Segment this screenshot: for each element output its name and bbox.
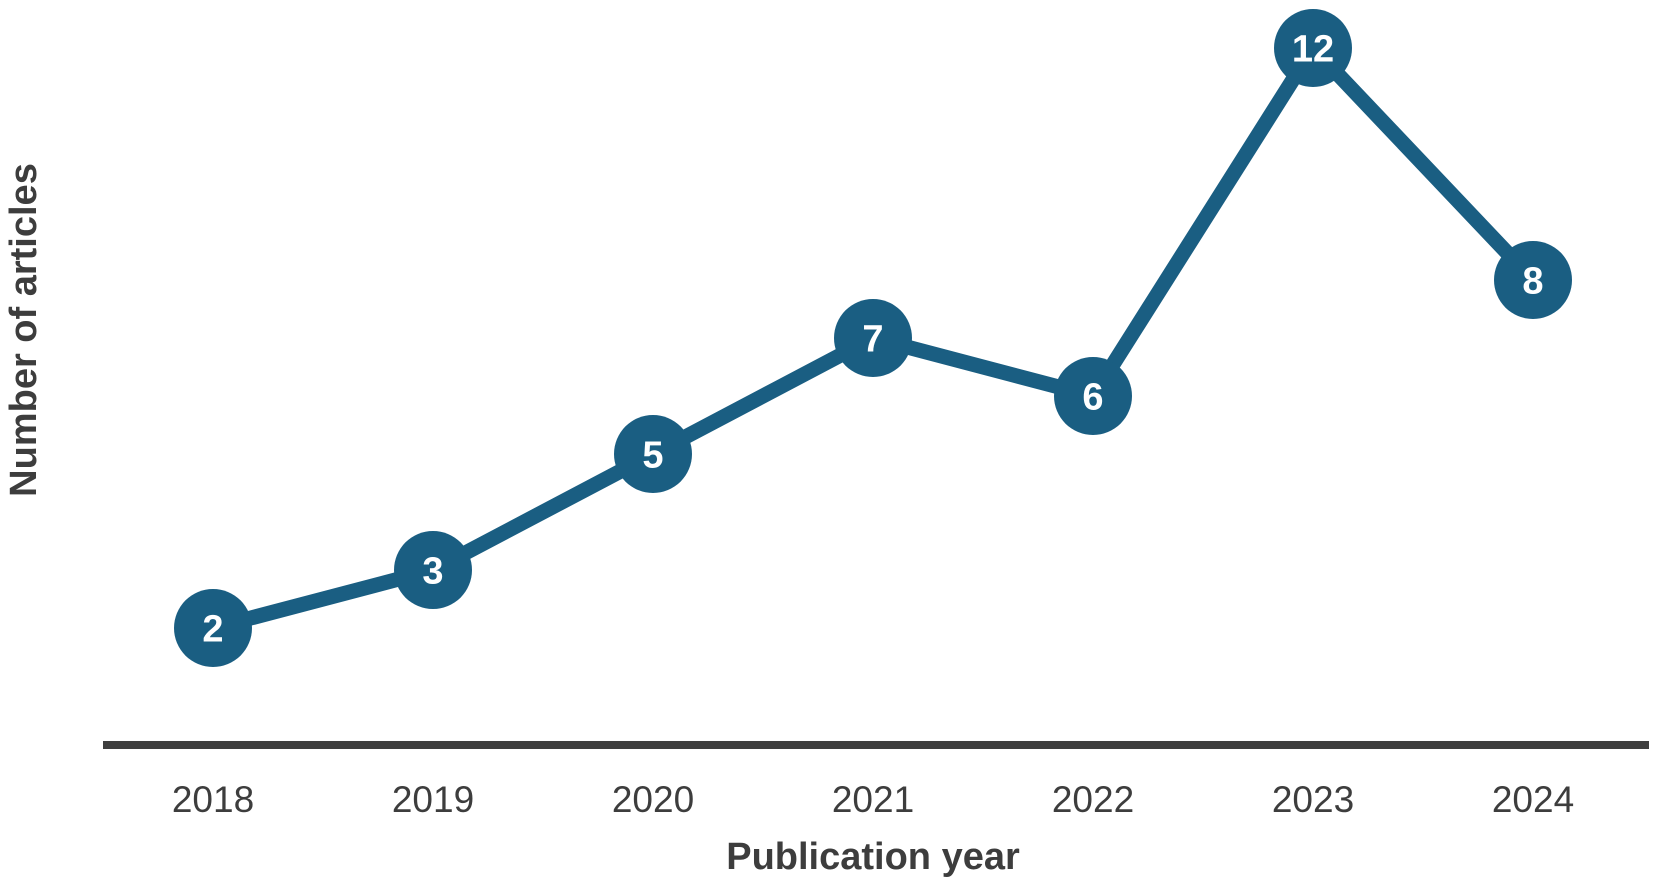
data-point-2022: 6 (1054, 357, 1132, 435)
x-tick-label-2021: 2021 (832, 779, 914, 820)
data-point-marker (1494, 241, 1572, 319)
data-point-2024: 8 (1494, 241, 1572, 319)
data-point-2019: 3 (394, 531, 472, 609)
data-point-value-label: 7 (862, 319, 883, 361)
data-point-value-label: 2 (202, 609, 223, 651)
x-tick-label-2023: 2023 (1272, 779, 1354, 820)
data-point-value-label: 12 (1292, 29, 1334, 71)
data-point-marker (174, 589, 252, 667)
data-point-marker (614, 415, 692, 493)
x-tick-label-2018: 2018 (172, 779, 254, 820)
x-tick-label-layer: 2018 2019 2020 2021 2022 2023 2024 (172, 779, 1574, 820)
data-point-layer: 2 3 5 7 6 12 8 (174, 9, 1572, 667)
data-point-marker (394, 531, 472, 609)
data-point-value-label: 5 (642, 435, 663, 477)
data-point-2023: 12 (1274, 9, 1352, 87)
data-point-value-label: 6 (1082, 377, 1103, 419)
x-tick-label-2019: 2019 (392, 779, 474, 820)
data-point-2018: 2 (174, 589, 252, 667)
x-tick-label-2020: 2020 (612, 779, 694, 820)
data-point-value-label: 3 (422, 551, 443, 593)
data-point-2021: 7 (834, 299, 912, 377)
x-tick-label-2024: 2024 (1492, 779, 1574, 820)
data-point-marker (834, 299, 912, 377)
data-point-marker (1274, 9, 1352, 87)
x-tick-label-2022: 2022 (1052, 779, 1134, 820)
x-axis-title: Publication year (726, 836, 1020, 878)
data-point-value-label: 8 (1522, 261, 1543, 303)
data-point-marker (1054, 357, 1132, 435)
y-axis-title: Number of articles (3, 163, 45, 497)
data-point-2020: 5 (614, 415, 692, 493)
